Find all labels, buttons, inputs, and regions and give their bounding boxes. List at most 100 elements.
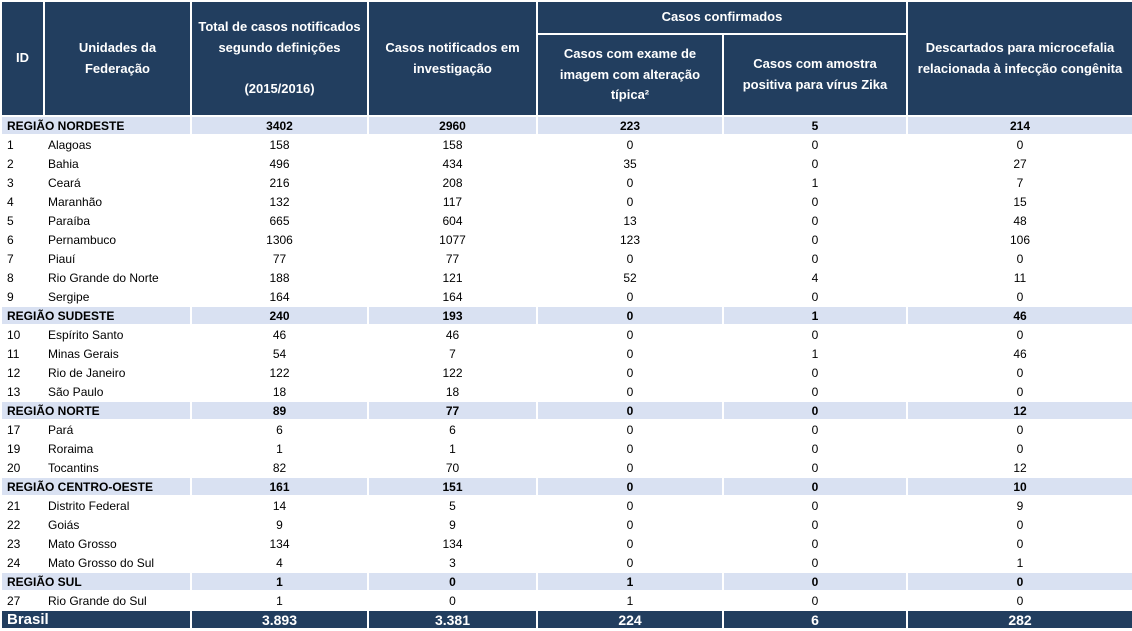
total-value-cell: 3.893 (192, 611, 369, 630)
value-cell: 0 (908, 364, 1132, 383)
total-value-cell: 6 (724, 611, 908, 630)
value-cell: 434 (369, 155, 538, 174)
value-cell: 132 (192, 193, 369, 212)
value-cell: 9 (192, 516, 369, 535)
value-cell: 77 (369, 402, 538, 421)
state-row: 19 Roraima 1 1 0 0 0 (2, 440, 1132, 459)
value-cell: 0 (724, 516, 908, 535)
state-row: 1 Alagoas 158 158 0 0 0 (2, 136, 1132, 155)
value-cell: 0 (538, 307, 724, 326)
value-cell: 158 (369, 136, 538, 155)
state-id: 20 (2, 459, 45, 478)
value-cell: 11 (908, 269, 1132, 288)
value-cell: 0 (538, 383, 724, 402)
value-cell: 46 (908, 307, 1132, 326)
value-cell: 1 (724, 307, 908, 326)
value-cell: 46 (192, 326, 369, 345)
value-cell: 0 (369, 573, 538, 592)
value-cell: 27 (908, 155, 1132, 174)
total-label: Brasil (2, 611, 192, 630)
value-cell: 193 (369, 307, 538, 326)
value-cell: 0 (538, 459, 724, 478)
value-cell: 0 (538, 440, 724, 459)
value-cell: 0 (724, 155, 908, 174)
value-cell: 0 (538, 535, 724, 554)
value-cell: 0 (908, 516, 1132, 535)
value-cell: 0 (908, 288, 1132, 307)
value-cell: 48 (908, 212, 1132, 231)
state-row: 13 São Paulo 18 18 0 0 0 (2, 383, 1132, 402)
value-cell: 0 (724, 478, 908, 497)
state-id: 24 (2, 554, 45, 573)
value-cell: 1 (369, 440, 538, 459)
value-cell: 0 (908, 592, 1132, 611)
value-cell: 164 (192, 288, 369, 307)
value-cell: 1 (724, 345, 908, 364)
value-cell: 121 (369, 269, 538, 288)
value-cell: 0 (724, 402, 908, 421)
total-value-cell: 224 (538, 611, 724, 630)
value-cell: 46 (369, 326, 538, 345)
value-cell: 1 (724, 174, 908, 193)
state-id: 22 (2, 516, 45, 535)
value-cell: 0 (908, 250, 1132, 269)
state-row: 12 Rio de Janeiro 122 122 0 0 0 (2, 364, 1132, 383)
value-cell: 7 (369, 345, 538, 364)
value-cell: 0 (724, 250, 908, 269)
state-row: 9 Sergipe 164 164 0 0 0 (2, 288, 1132, 307)
value-cell: 0 (724, 364, 908, 383)
state-name: Goiás (45, 516, 192, 535)
value-cell: 77 (192, 250, 369, 269)
value-cell: 0 (908, 535, 1132, 554)
value-cell: 0 (908, 440, 1132, 459)
state-name: Piauí (45, 250, 192, 269)
state-id: 11 (2, 345, 45, 364)
state-row: 7 Piauí 77 77 0 0 0 (2, 250, 1132, 269)
value-cell: 89 (192, 402, 369, 421)
value-cell: 10 (908, 478, 1132, 497)
state-row: 22 Goiás 9 9 0 0 0 (2, 516, 1132, 535)
value-cell: 1 (538, 573, 724, 592)
value-cell: 0 (724, 554, 908, 573)
value-cell: 77 (369, 250, 538, 269)
state-id: 7 (2, 250, 45, 269)
value-cell: 0 (724, 440, 908, 459)
state-name: Mato Grosso do Sul (45, 554, 192, 573)
value-cell: 214 (908, 117, 1132, 136)
header-row-1: ID Unidades da Federação Total de casos … (2, 2, 1132, 117)
col-header-id: ID (2, 2, 45, 117)
state-id: 2 (2, 155, 45, 174)
state-row: 8 Rio Grande do Norte 188 121 52 4 11 (2, 269, 1132, 288)
state-name: Pernambuco (45, 231, 192, 250)
state-row: 21 Distrito Federal 14 5 0 0 9 (2, 497, 1132, 516)
value-cell: 12 (908, 459, 1132, 478)
value-cell: 15 (908, 193, 1132, 212)
region-row: REGIÃO NORDESTE 3402 2960 223 5 214 (2, 117, 1132, 136)
col-header-total-notificados: Total de casos notificados segundo defin… (192, 2, 369, 117)
region-label: REGIÃO CENTRO-OESTE (2, 478, 192, 497)
value-cell: 0 (724, 459, 908, 478)
value-cell: 0 (538, 193, 724, 212)
value-cell: 0 (538, 326, 724, 345)
total-value-cell: 282 (908, 611, 1132, 630)
state-name: São Paulo (45, 383, 192, 402)
state-id: 8 (2, 269, 45, 288)
value-cell: 7 (908, 174, 1132, 193)
value-cell: 0 (538, 516, 724, 535)
value-cell: 2960 (369, 117, 538, 136)
value-cell: 496 (192, 155, 369, 174)
region-row: REGIÃO NORTE 89 77 0 0 12 (2, 402, 1132, 421)
state-name: Ceará (45, 174, 192, 193)
value-cell: 0 (538, 478, 724, 497)
state-id: 9 (2, 288, 45, 307)
table-header: ID Unidades da Federação Total de casos … (2, 2, 1132, 117)
value-cell: 0 (369, 592, 538, 611)
value-cell: 0 (538, 554, 724, 573)
value-cell: 0 (538, 364, 724, 383)
region-label: REGIÃO NORDESTE (2, 117, 192, 136)
state-name: Rio de Janeiro (45, 364, 192, 383)
value-cell: 134 (369, 535, 538, 554)
value-cell: 18 (369, 383, 538, 402)
